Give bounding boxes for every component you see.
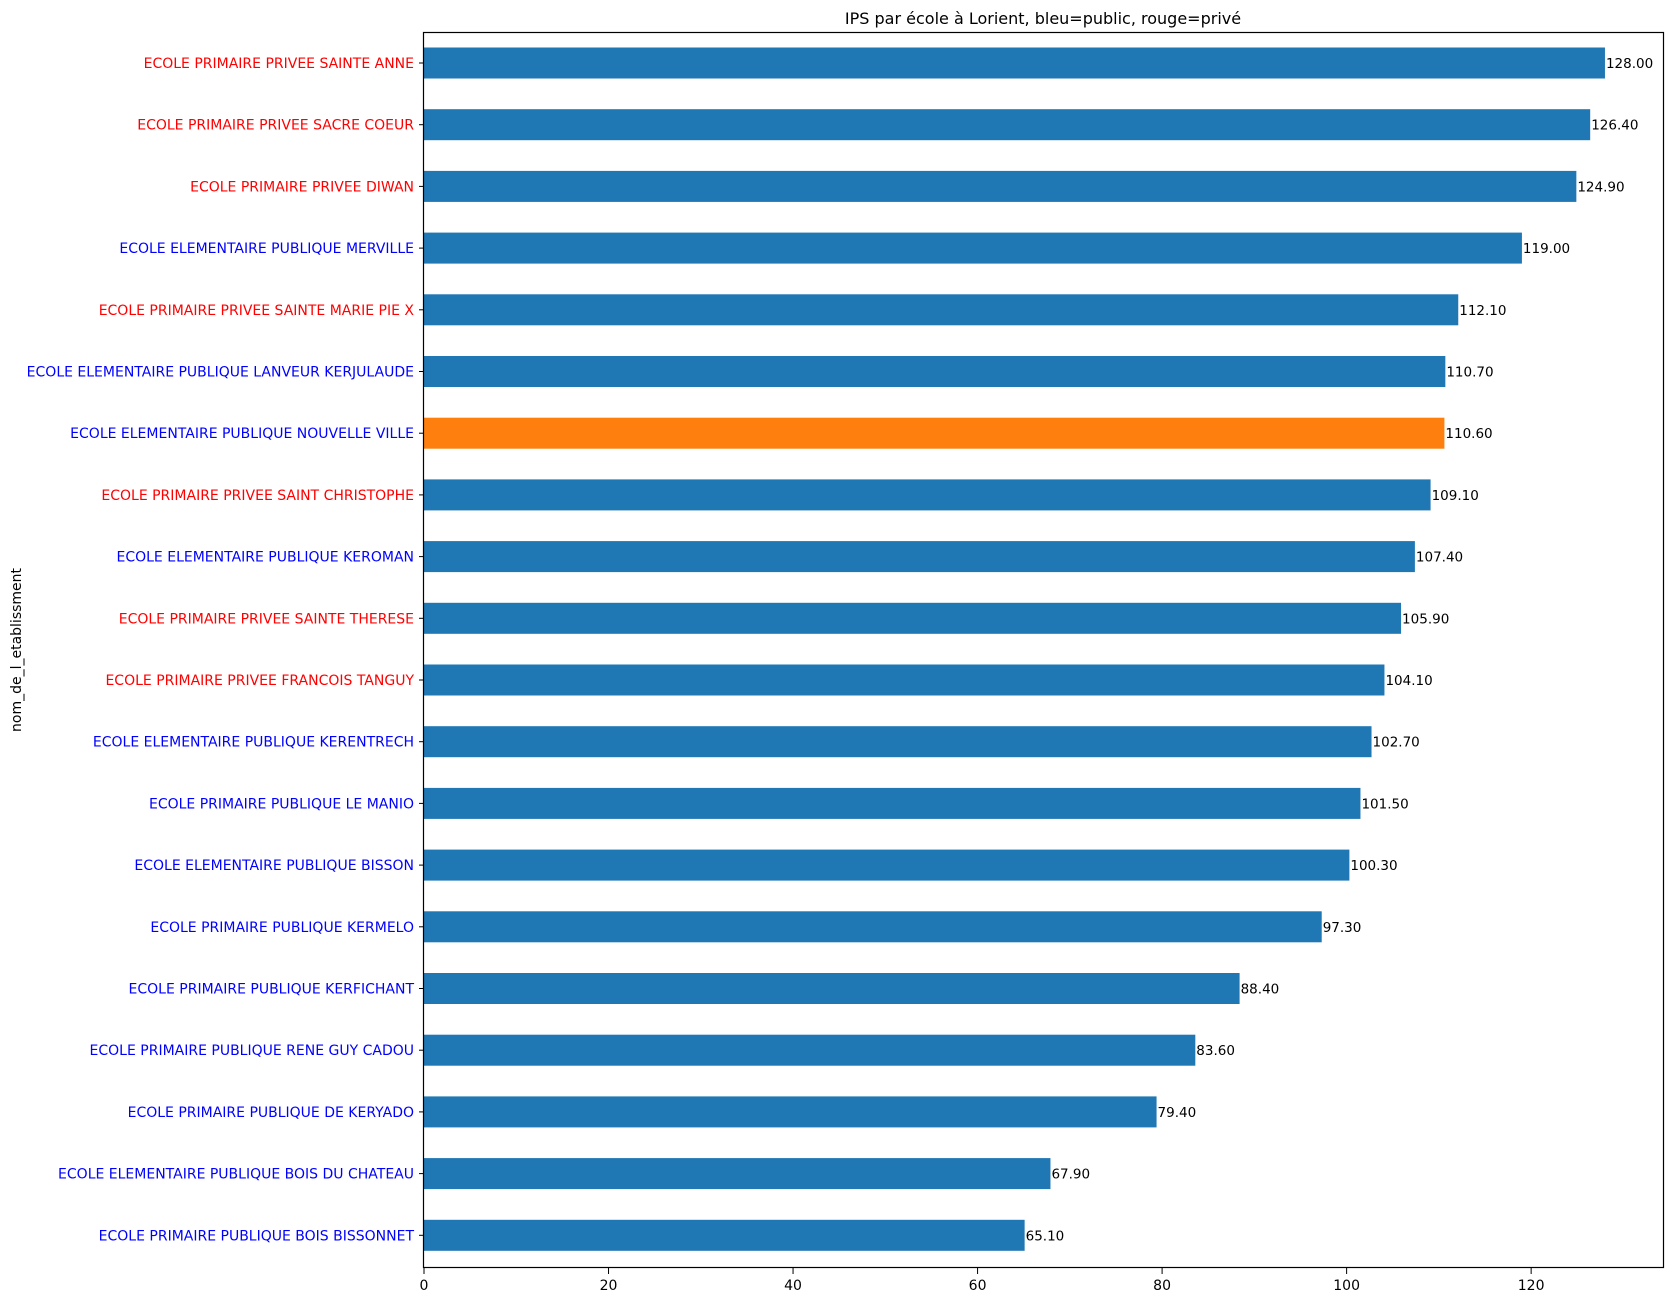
plot-frame bbox=[422, 31, 1665, 1269]
bar bbox=[424, 1034, 1196, 1066]
value-label: 109.10 bbox=[1432, 488, 1479, 504]
bar bbox=[424, 47, 1605, 79]
category-label: ECOLE ELEMENTAIRE PUBLIQUE MERVILLE bbox=[119, 241, 414, 257]
x-tick-label: 80 bbox=[1153, 1278, 1171, 1294]
bar bbox=[424, 1158, 1051, 1190]
bar bbox=[424, 356, 1446, 387]
value-label: 105.90 bbox=[1402, 611, 1449, 627]
category-label: ECOLE ELEMENTAIRE PUBLIQUE KEROMAN bbox=[116, 550, 414, 566]
value-label: 88.40 bbox=[1241, 982, 1280, 998]
x-tick-label: 20 bbox=[600, 1278, 618, 1294]
value-label: 110.70 bbox=[1446, 365, 1493, 381]
category-label: ECOLE PRIMAIRE PRIVEE DIWAN bbox=[190, 179, 414, 195]
value-label: 112.10 bbox=[1459, 303, 1506, 319]
category-label: ECOLE PRIMAIRE PRIVEE SAINTE THERESE bbox=[119, 611, 414, 627]
value-label: 79.40 bbox=[1158, 1105, 1197, 1121]
category-label: ECOLE PRIMAIRE PUBLIQUE LE MANIO bbox=[149, 796, 414, 812]
value-label: 126.40 bbox=[1591, 118, 1638, 134]
category-label: ECOLE PRIMAIRE PUBLIQUE KERFICHANT bbox=[129, 982, 415, 998]
category-label: ECOLE ELEMENTAIRE PUBLIQUE KERENTRECH bbox=[93, 735, 414, 751]
value-label: 100.30 bbox=[1350, 858, 1397, 874]
value-label: 104.10 bbox=[1385, 673, 1432, 689]
value-label: 128.00 bbox=[1606, 56, 1653, 72]
category-labels: ECOLE PRIMAIRE PRIVEE SAINTE ANNE ECOLE P… bbox=[27, 56, 424, 1244]
value-label: 65.10 bbox=[1026, 1228, 1065, 1244]
value-label: 67.90 bbox=[1051, 1167, 1090, 1183]
category-label: ECOLE PRIMAIRE PUBLIQUE BOIS BISSONNET bbox=[99, 1228, 415, 1244]
chart-title: IPS par école à Lorient, bleu=public, ro… bbox=[845, 9, 1241, 28]
category-label: ECOLE PRIMAIRE PRIVEE SAINT CHRISTOPHE bbox=[101, 488, 414, 504]
bar bbox=[424, 849, 1350, 881]
value-label: 101.50 bbox=[1361, 796, 1408, 812]
value-label: 83.60 bbox=[1196, 1043, 1235, 1059]
x-axis: 0 20 40 60 80 100 120 bbox=[420, 1268, 1545, 1294]
bar bbox=[424, 479, 1431, 511]
bar bbox=[424, 417, 1445, 449]
x-tick-label: 100 bbox=[1333, 1278, 1360, 1294]
bars-layer bbox=[424, 47, 1605, 1251]
bar bbox=[424, 541, 1415, 573]
category-label: ECOLE PRIMAIRE PRIVEE SACRE COEUR bbox=[137, 118, 414, 134]
value-label: 102.70 bbox=[1373, 735, 1420, 751]
value-label: 110.60 bbox=[1445, 426, 1492, 442]
bar bbox=[424, 170, 1577, 202]
bar bbox=[424, 1219, 1025, 1251]
category-label: ECOLE PRIMAIRE PUBLIQUE KERMELO bbox=[150, 920, 414, 936]
value-label: 124.90 bbox=[1577, 179, 1624, 195]
category-label: ECOLE ELEMENTAIRE PUBLIQUE BISSON bbox=[134, 858, 414, 874]
bar bbox=[424, 232, 1522, 264]
bar bbox=[424, 109, 1591, 141]
category-label: ECOLE PRIMAIRE PUBLIQUE DE KERYADO bbox=[128, 1105, 414, 1121]
category-label: ECOLE ELEMENTAIRE PUBLIQUE NOUVELLE VILL… bbox=[70, 426, 414, 442]
bar bbox=[424, 294, 1459, 326]
bar bbox=[424, 1096, 1157, 1128]
x-tick-label: 40 bbox=[784, 1278, 802, 1294]
x-tick-label: 120 bbox=[1518, 1278, 1545, 1294]
x-tick-label: 0 bbox=[420, 1278, 429, 1294]
category-label: ECOLE PRIMAIRE PUBLIQUE RENE GUY CADOU bbox=[90, 1043, 414, 1059]
bar bbox=[424, 787, 1361, 819]
bar bbox=[424, 664, 1385, 696]
category-label: ECOLE PRIMAIRE PRIVEE FRANCOIS TANGUY bbox=[105, 673, 414, 689]
category-label: ECOLE PRIMAIRE PRIVEE SAINTE MARIE PIE X bbox=[99, 303, 415, 319]
bar bbox=[424, 602, 1402, 634]
x-tick-label: 60 bbox=[969, 1278, 987, 1294]
value-label: 107.40 bbox=[1416, 550, 1463, 566]
y-axis-label: nom_de_l_etablissment bbox=[9, 567, 25, 732]
category-label: ECOLE PRIMAIRE PRIVEE SAINTE ANNE bbox=[144, 56, 414, 72]
category-label: ECOLE ELEMENTAIRE PUBLIQUE LANVEUR KERJU… bbox=[27, 365, 414, 381]
value-label: 119.00 bbox=[1523, 241, 1570, 257]
category-label: ECOLE ELEMENTAIRE PUBLIQUE BOIS DU CHATE… bbox=[58, 1167, 414, 1183]
value-labels: 128.00 126.40 124.90 119.00 112.10 110.70 110.… bbox=[1026, 56, 1654, 1244]
bar bbox=[424, 726, 1372, 758]
value-label: 97.30 bbox=[1323, 920, 1362, 936]
bar bbox=[424, 973, 1240, 1004]
bar bbox=[424, 911, 1322, 943]
